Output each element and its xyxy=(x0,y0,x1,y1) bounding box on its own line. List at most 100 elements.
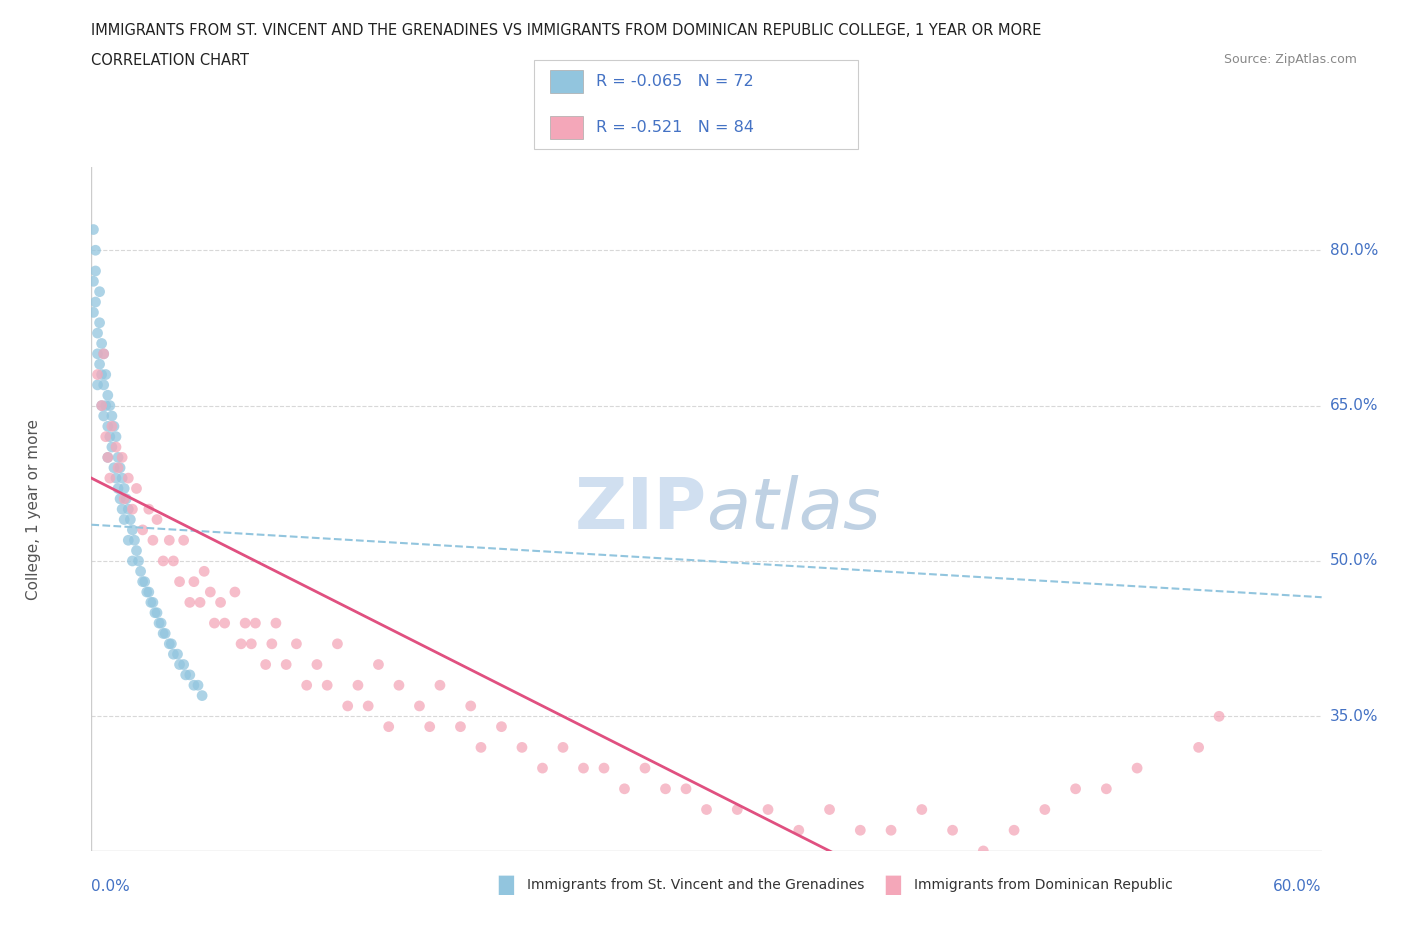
Point xyxy=(112,481,135,496)
Point xyxy=(117,533,139,548)
Point xyxy=(193,564,215,578)
Point xyxy=(98,471,121,485)
Point xyxy=(86,326,108,340)
Point xyxy=(82,274,104,289)
Point xyxy=(89,357,111,372)
Point xyxy=(336,698,359,713)
Point xyxy=(97,450,120,465)
Point xyxy=(107,460,129,475)
Point xyxy=(240,636,263,651)
Point xyxy=(90,398,112,413)
FancyBboxPatch shape xyxy=(534,60,858,149)
Point xyxy=(146,512,169,527)
Point xyxy=(169,658,191,672)
Text: 60.0%: 60.0% xyxy=(1274,879,1322,894)
Point xyxy=(260,636,283,651)
Text: 0.0%: 0.0% xyxy=(91,879,131,894)
Text: ZIP: ZIP xyxy=(574,474,706,544)
Point xyxy=(146,605,169,620)
Point xyxy=(972,844,994,858)
Point xyxy=(408,698,430,713)
Point xyxy=(135,585,157,600)
Text: 65.0%: 65.0% xyxy=(1330,398,1378,413)
Point xyxy=(173,533,195,548)
Point xyxy=(695,802,717,817)
Point xyxy=(105,430,127,445)
Point xyxy=(551,740,574,755)
Point xyxy=(1002,823,1025,838)
Point xyxy=(150,616,173,631)
Point xyxy=(152,626,174,641)
Point xyxy=(89,315,111,330)
Text: █: █ xyxy=(499,876,513,895)
Point xyxy=(124,533,146,548)
Point xyxy=(1064,781,1087,796)
Point xyxy=(179,595,201,610)
Point xyxy=(101,418,124,433)
Point xyxy=(725,802,748,817)
Point xyxy=(491,719,513,734)
Point xyxy=(89,285,111,299)
Point xyxy=(117,471,139,485)
Point xyxy=(470,740,492,755)
Point xyxy=(94,367,117,382)
Point xyxy=(1187,740,1209,755)
Point xyxy=(756,802,779,817)
Point xyxy=(105,471,127,485)
Point xyxy=(367,658,389,672)
Point xyxy=(108,460,131,475)
Point xyxy=(305,658,328,672)
Point xyxy=(849,823,872,838)
Point xyxy=(129,564,152,578)
Point xyxy=(254,658,277,672)
Point xyxy=(173,658,195,672)
Text: Immigrants from St. Vincent and the Grenadines: Immigrants from St. Vincent and the Gren… xyxy=(527,878,865,893)
Point xyxy=(183,574,205,589)
FancyBboxPatch shape xyxy=(550,70,583,93)
Point xyxy=(326,636,349,651)
Point xyxy=(93,408,115,423)
Point xyxy=(188,595,211,610)
Point xyxy=(942,823,965,838)
Point xyxy=(157,533,180,548)
Text: 50.0%: 50.0% xyxy=(1330,553,1378,568)
Text: College, 1 year or more: College, 1 year or more xyxy=(25,418,41,600)
Point xyxy=(125,543,148,558)
Text: █: █ xyxy=(886,876,900,895)
Point xyxy=(82,222,104,237)
Point xyxy=(419,719,441,734)
Point xyxy=(224,585,246,600)
Point xyxy=(97,418,120,433)
Point xyxy=(162,646,184,661)
Point xyxy=(97,388,120,403)
Point xyxy=(105,440,127,455)
Point xyxy=(787,823,810,838)
Point xyxy=(111,502,134,517)
Point xyxy=(531,761,554,776)
Point xyxy=(229,636,252,651)
Point xyxy=(233,616,256,631)
Point xyxy=(285,636,308,651)
Point xyxy=(209,595,232,610)
Point xyxy=(112,512,135,527)
Point xyxy=(138,585,160,600)
Point xyxy=(160,636,183,651)
Point xyxy=(94,398,117,413)
Point xyxy=(148,616,170,631)
Point xyxy=(143,605,166,620)
Point xyxy=(675,781,697,796)
Point xyxy=(93,346,115,361)
Point xyxy=(191,688,214,703)
Point xyxy=(134,574,156,589)
Point xyxy=(179,668,201,683)
Text: atlas: atlas xyxy=(706,474,882,544)
Point xyxy=(162,553,184,568)
Point xyxy=(86,367,108,382)
Point xyxy=(86,346,108,361)
Point xyxy=(103,418,125,433)
Point xyxy=(101,440,124,455)
Point xyxy=(117,502,139,517)
Point xyxy=(818,802,841,817)
Point xyxy=(121,553,143,568)
Point xyxy=(357,698,380,713)
